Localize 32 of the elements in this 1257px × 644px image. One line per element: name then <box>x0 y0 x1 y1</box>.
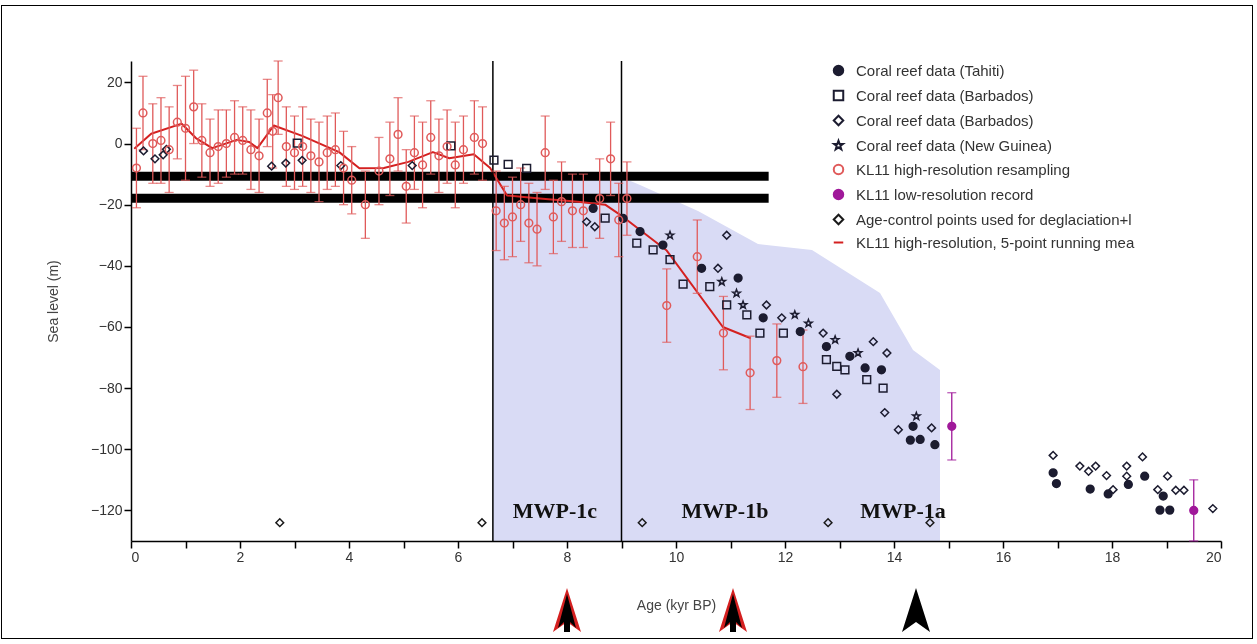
legend-label: KL11 high-resolution resampling <box>856 160 1071 178</box>
legend-label: Coral reef data (Barbados) <box>856 86 1034 104</box>
x-tick-label: 14 <box>886 548 903 565</box>
legend-label: KL11 high-resolution, 5-point running mea <box>856 233 1135 251</box>
y-tick-label: −100 <box>90 440 123 457</box>
legend-label: Coral reef data (Barbados) <box>856 111 1034 129</box>
annotation: MWP-1a <box>860 498 946 523</box>
y-axis-title: Sea level (m) <box>44 260 61 343</box>
x-tick-label: 0 <box>131 548 140 565</box>
y-tick-label: 0 <box>114 135 123 152</box>
y-tick-label: −80 <box>98 379 123 396</box>
x-tick-label: 18 <box>1104 548 1121 565</box>
x-tick-label: 20 <box>1205 548 1222 565</box>
legend-label: Coral reef data (New Guinea) <box>856 136 1052 154</box>
x-tick-label: 12 <box>777 548 794 565</box>
legend-label: Coral reef data (Tahiti) <box>856 61 1005 79</box>
x-tick-label: 6 <box>454 548 463 565</box>
y-tick-label: −20 <box>98 196 123 213</box>
annotation: MWP-1c <box>512 498 598 523</box>
x-tick-label: 10 <box>668 548 685 565</box>
legend-label: KL11 low-resolution record <box>856 185 1034 203</box>
x-tick-label: 4 <box>345 548 354 565</box>
y-tick-label: −40 <box>98 257 123 274</box>
x-tick-label: 8 <box>563 548 572 565</box>
legend-label: Age-control points used for deglaciation+l <box>856 210 1132 228</box>
x-tick-label: 2 <box>236 548 245 565</box>
y-tick-label: −120 <box>90 501 123 518</box>
y-tick-label: −60 <box>98 318 123 335</box>
annotation: MWP-1b <box>681 498 769 523</box>
y-tick-label: 20 <box>106 73 123 90</box>
x-axis-title: Age (kyr BP) <box>636 596 717 613</box>
x-tick-label: 16 <box>995 548 1012 565</box>
